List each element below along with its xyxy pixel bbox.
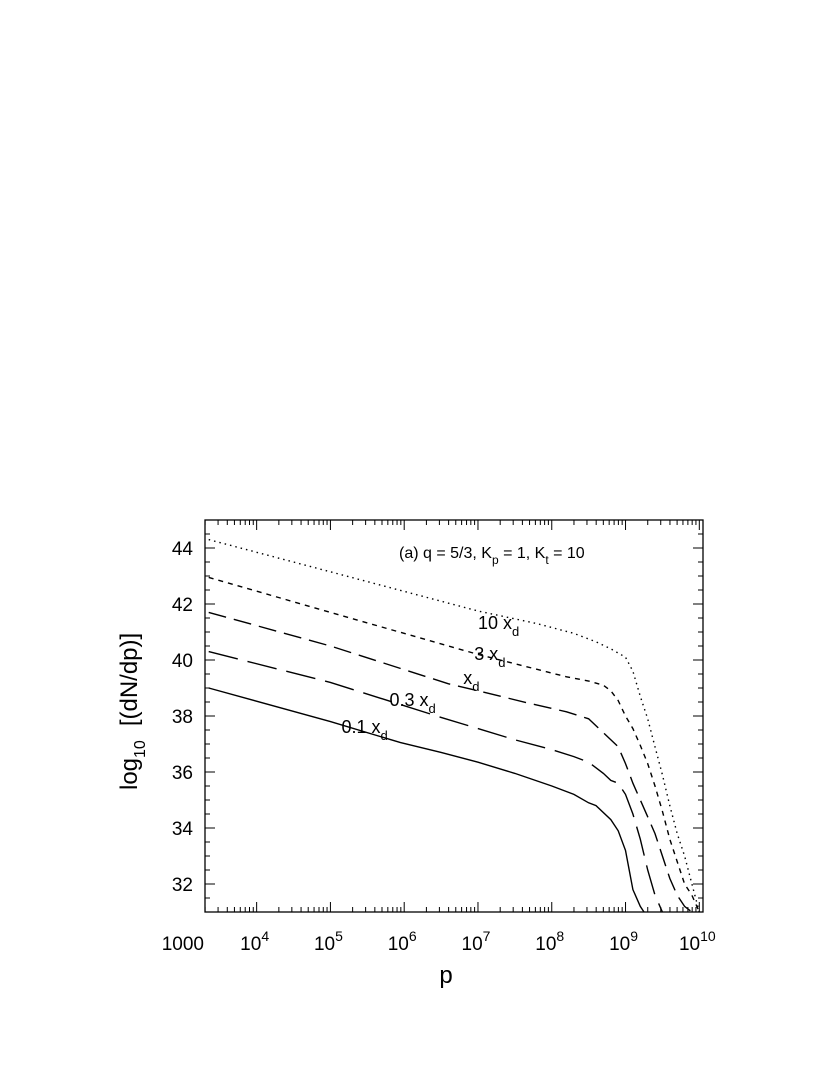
x-tick-label: 104 [240, 928, 269, 955]
series-label: 3 xd [474, 644, 505, 670]
series-line [208, 650, 664, 912]
series-line [208, 538, 700, 912]
y-tick-label: 42 [172, 595, 193, 616]
axis-ticks [204, 519, 703, 913]
x-tick-label: 108 [535, 928, 564, 955]
y-axis-label-subscript: 10 [132, 740, 149, 758]
series-line [208, 687, 645, 912]
y-tick-label: 44 [172, 539, 194, 560]
x-tick-label: 1000 [162, 934, 204, 955]
x-tick-label: 107 [462, 928, 491, 955]
series-label: 10 xd [478, 613, 519, 639]
y-axis-label-rest: [(dN/dp)] [116, 633, 143, 726]
y-tick-label: 32 [172, 875, 193, 896]
x-tick-label: 105 [314, 928, 343, 955]
series-lines [208, 538, 700, 912]
annotation-kp-subscript: p [492, 553, 499, 567]
x-tick-label: 1010 [679, 928, 716, 955]
chart-annotation: (a) q = 5/3, Kp = 1, Kt = 10 [399, 545, 585, 567]
y-tick-label: 34 [172, 819, 194, 840]
series-label: 0.3 xd [389, 690, 435, 716]
annotation-suffix: = 10 [549, 545, 585, 562]
series-line [208, 576, 700, 912]
series-label: 0.1 xd [341, 717, 387, 743]
y-tick-label: 40 [172, 651, 193, 672]
y-tick-label: 38 [172, 707, 193, 728]
plot-frame [204, 519, 704, 913]
y-axis-label: log10 [(dN/dp)] [116, 633, 149, 790]
y-tick-label: 36 [172, 763, 193, 784]
annotation-mid: = 1, K [499, 545, 546, 562]
annotation-prefix: (a) q = 5/3, K [399, 545, 492, 562]
x-axis-label: p [439, 962, 452, 989]
x-tick-label: 109 [609, 928, 638, 955]
series-line [208, 611, 693, 912]
x-tick-labels: 1000 104 105 106 107 108 109 1010 [162, 928, 716, 955]
series-label: xd [463, 668, 479, 694]
x-tick-label: 106 [388, 928, 417, 955]
y-tick-labels: 32 34 36 38 40 42 44 [172, 539, 194, 896]
y-axis-label-main: log [116, 758, 143, 790]
annotation-kt-subscript: t [545, 553, 549, 567]
